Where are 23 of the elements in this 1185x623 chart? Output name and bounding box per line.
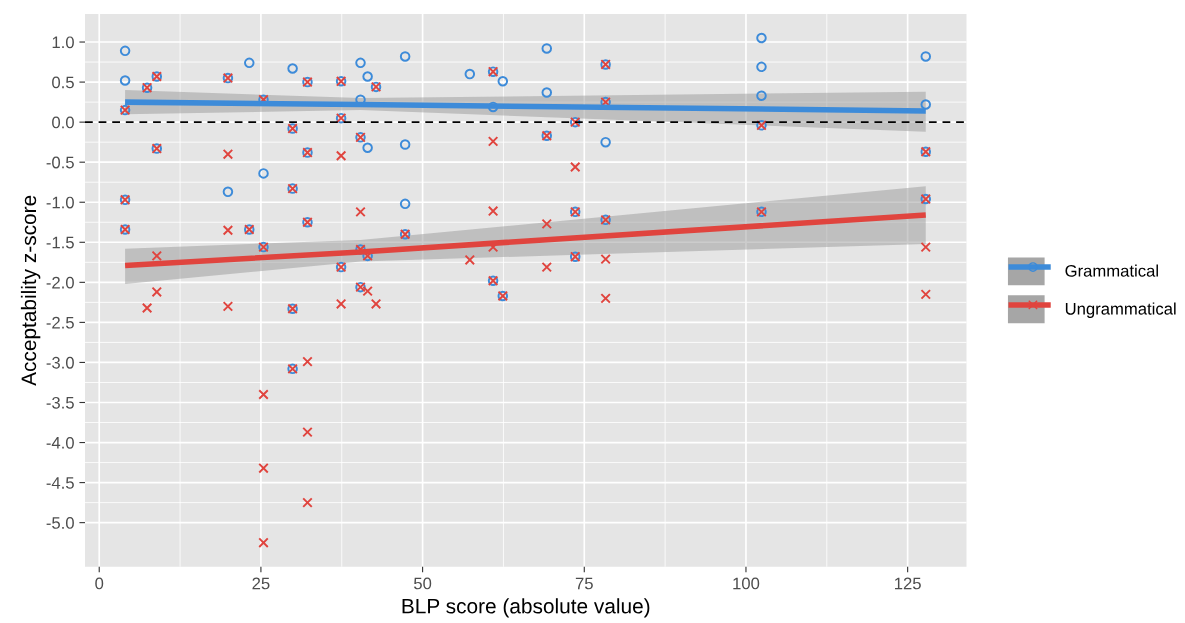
x-tick-label: 75 (575, 577, 593, 590)
y-tick-label: -3.0 (46, 356, 74, 369)
x-tick-label: 125 (895, 577, 921, 590)
y-tick-label: -2.5 (46, 316, 74, 329)
y-axis-title: Acceptability z-score (20, 195, 41, 386)
legend-label: Grammatical (1065, 264, 1158, 277)
y-tick-label: -1.5 (46, 236, 74, 249)
x-tick-label: 25 (252, 577, 270, 590)
y-tick-label: -1.0 (46, 196, 74, 209)
y-tick-label: 0.5 (52, 76, 74, 89)
x-tick-label: 50 (413, 577, 432, 590)
y-tick-label: 1.0 (52, 36, 74, 49)
x-tick-label: 100 (733, 577, 760, 590)
x-axis-title: BLP score (absolute value) (402, 598, 650, 618)
y-tick-label: -4.5 (46, 477, 74, 489)
y-tick-label: -3.5 (46, 396, 74, 409)
y-tick-label: -5.0 (46, 517, 74, 529)
legend-label: Ungrammatical (1065, 302, 1176, 318)
x-tick-label: 0 (95, 577, 104, 590)
y-tick-label: -4.0 (46, 436, 74, 449)
y-tick-label: -2.0 (46, 276, 74, 289)
y-tick-label: 0.0 (52, 116, 74, 129)
y-tick-label: -0.5 (46, 156, 74, 169)
